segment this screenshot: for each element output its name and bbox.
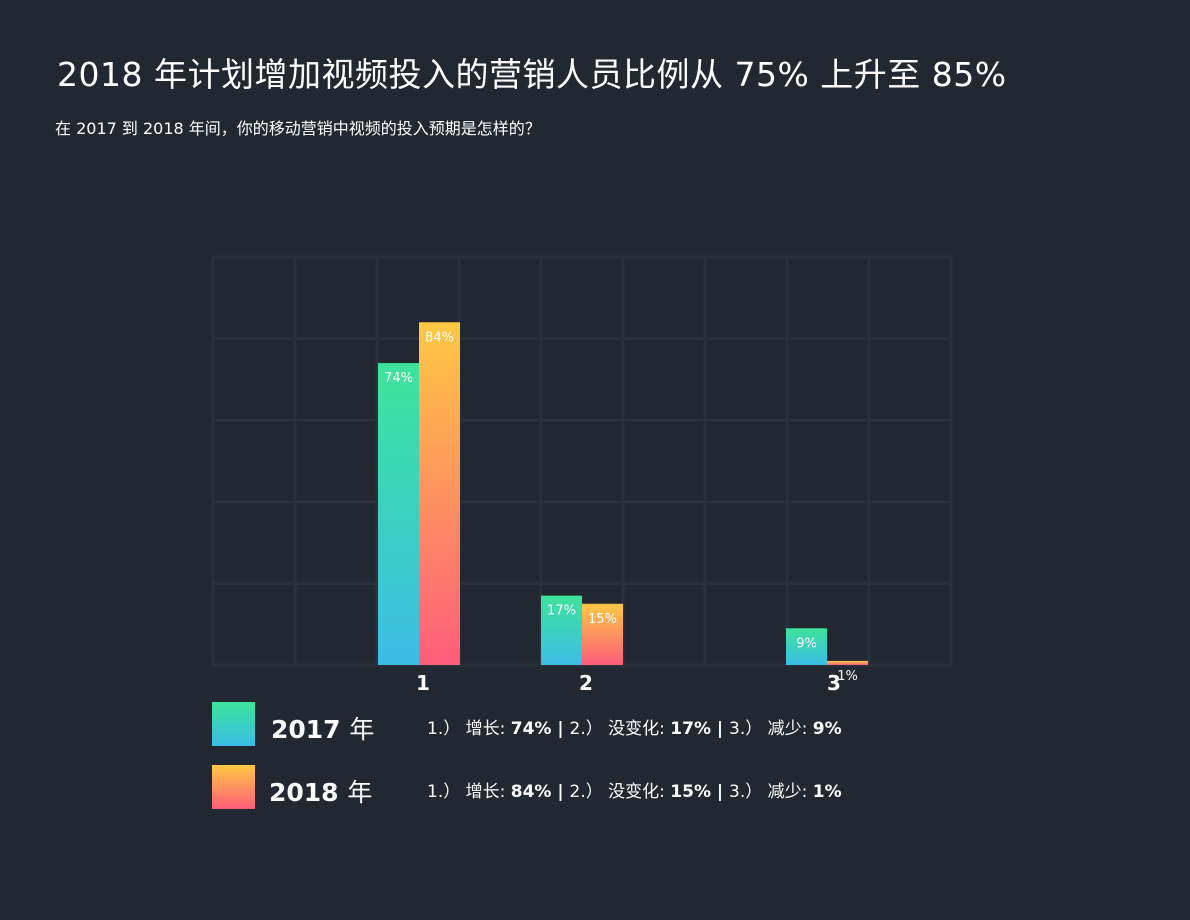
legend-year-2017: 2017 年 xyxy=(271,715,375,744)
x-axis-ticks: 1 2 3 xyxy=(416,671,841,695)
data-label-2017-cat-3: 9% xyxy=(796,636,817,651)
legend-detail-2017: 1.） 增长: 74% | 2.） 没变化: 17% | 3.） 减少: 9% xyxy=(427,719,842,739)
bar-2018-cat-1 xyxy=(419,322,460,665)
chart-grid xyxy=(211,255,953,667)
x-tick-label-1: 1 xyxy=(416,671,430,695)
legend-detail-2018: 1.） 增长: 84% | 2.） 没变化: 15% | 3.） 减少: 1% xyxy=(427,782,842,802)
chart-subtitle: 在 2017 到 2018 年间，你的移动营销中视频的投入预期是怎样的？ xyxy=(55,119,541,138)
bars xyxy=(378,322,868,665)
bar-chart: 74% 84% 17% 15% 9% 1% 1 2 3 xyxy=(211,255,953,695)
chart-title: 2018 年计划增加视频投入的营销人员比例从 75% 上升至 85% xyxy=(57,55,1007,94)
data-label-2018-cat-2: 15% xyxy=(588,612,617,627)
data-label-2018-cat-1: 84% xyxy=(425,330,454,345)
data-labels: 74% 84% 17% 15% 9% 1% xyxy=(384,330,858,684)
data-label-2017-cat-1: 74% xyxy=(384,371,413,386)
data-label-2017-cat-2: 17% xyxy=(547,604,576,619)
bar-2017-cat-1 xyxy=(378,363,419,665)
data-label-2018-cat-3: 1% xyxy=(837,669,858,684)
legend-swatch-2017 xyxy=(212,702,255,746)
bar-2017-cat-2 xyxy=(541,595,582,665)
x-tick-label-3: 3 xyxy=(827,671,841,695)
x-tick-label-2: 2 xyxy=(579,671,593,695)
bar-2018-cat-2 xyxy=(582,603,623,665)
bar-2017-cat-3 xyxy=(786,628,827,665)
bar-2018-cat-3 xyxy=(827,660,868,665)
legend-year-2018: 2018 年 xyxy=(269,778,373,807)
legend-swatch-2018 xyxy=(212,765,255,809)
